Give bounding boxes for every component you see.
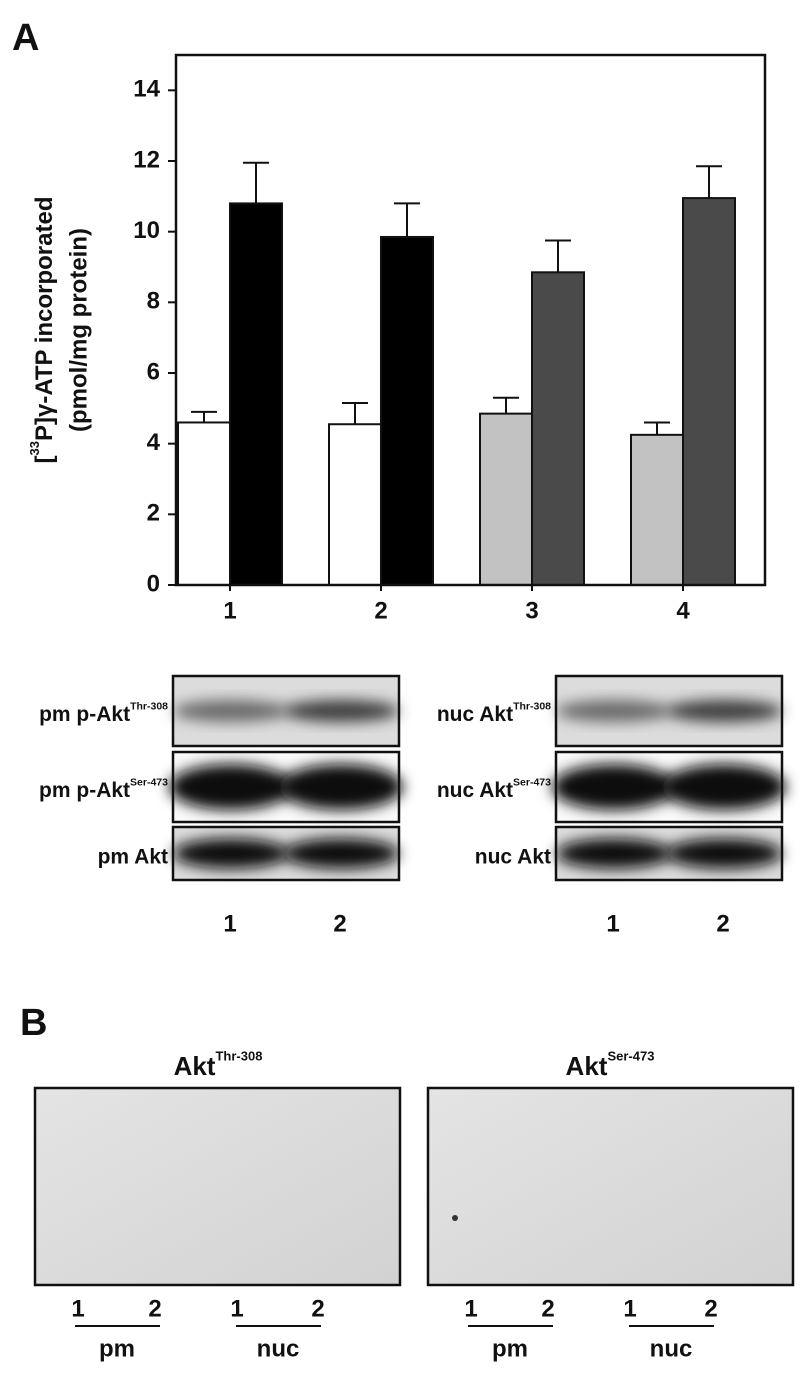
blot-frame xyxy=(554,825,784,882)
bar xyxy=(328,423,382,586)
blot-label-sup: Thr-308 xyxy=(130,700,168,712)
bar xyxy=(177,421,231,587)
blot-label: nuc AktSer-473 xyxy=(437,776,551,801)
blot-speck xyxy=(452,1215,458,1221)
blot-label-sup: Ser-473 xyxy=(513,776,551,788)
blot-band xyxy=(279,764,403,810)
y-tick-label: 8 xyxy=(147,288,160,315)
blot-label-part: pm p-Akt xyxy=(39,703,130,726)
y-tick-label: 6 xyxy=(147,358,160,385)
blot-band xyxy=(283,700,399,722)
blot-frame xyxy=(554,674,784,748)
y-axis-label-part: [ xyxy=(31,455,58,463)
blot-title-sup: Thr-308 xyxy=(215,1049,262,1064)
lane-label: 1 xyxy=(71,1295,84,1322)
blot-row xyxy=(171,825,401,882)
group-label: pm xyxy=(99,1335,135,1362)
lane-label: 1 xyxy=(230,1295,243,1322)
blot-label-sup: Ser-473 xyxy=(130,776,168,788)
bar xyxy=(630,433,684,587)
x-tick-label: 1 xyxy=(223,597,236,624)
blot-label: nuc AktThr-308 xyxy=(437,700,551,725)
blot-label-part: pm Akt xyxy=(98,845,168,868)
blot-title-part: Akt xyxy=(174,1051,216,1081)
blot-band xyxy=(556,838,672,869)
plot-frame xyxy=(174,53,767,587)
blot-band xyxy=(283,838,399,869)
panel-label: A xyxy=(12,17,39,59)
blot-band xyxy=(169,764,293,810)
blot-row xyxy=(554,825,784,882)
blot-band xyxy=(666,838,782,869)
x-tick-label: 3 xyxy=(525,597,538,624)
y-tick-label: 2 xyxy=(147,500,160,527)
y-axis-label-sup: 33 xyxy=(27,441,42,455)
blot-label-part: nuc Akt xyxy=(475,845,551,868)
lane-label: 2 xyxy=(148,1295,161,1322)
lane-label: 1 xyxy=(464,1295,477,1322)
blot-row xyxy=(171,674,401,748)
blot-label: pm Akt xyxy=(98,845,168,868)
blot-membrane xyxy=(33,1086,402,1287)
lane-label: 2 xyxy=(311,1295,324,1322)
blot-band xyxy=(556,700,672,722)
blot-title-sup: Ser-473 xyxy=(607,1049,654,1064)
y-axis-label-part: P]γ-ATP incorporated xyxy=(31,197,58,441)
blot-label-part: pm p-Akt xyxy=(39,779,130,802)
x-tick-label: 2 xyxy=(374,597,387,624)
bar xyxy=(682,197,736,586)
lane-label: 1 xyxy=(606,910,619,937)
bar xyxy=(479,412,533,586)
blot-label: pm p-AktThr-308 xyxy=(39,700,168,725)
y-tick-label: 12 xyxy=(133,146,160,173)
lane-label: 2 xyxy=(333,910,346,937)
lane-label: 2 xyxy=(541,1295,554,1322)
panel-label: B xyxy=(20,1002,47,1044)
blot-title: AktThr-308 xyxy=(174,1049,263,1081)
y-axis-label: (pmol/mg protein) xyxy=(65,228,92,432)
blot-label: nuc Akt xyxy=(475,845,551,868)
y-axis-label: [33P]γ-ATP incorporated xyxy=(27,197,58,464)
lane-label: 1 xyxy=(623,1295,636,1322)
blot-frame xyxy=(171,750,401,824)
blot-label: pm p-AktSer-473 xyxy=(39,776,168,801)
lane-label: 1 xyxy=(223,910,236,937)
blot-band xyxy=(662,764,786,810)
group-label: nuc xyxy=(257,1335,300,1362)
lane-label: 2 xyxy=(716,910,729,937)
bar xyxy=(229,202,283,586)
blot-row xyxy=(554,674,784,748)
blot-band xyxy=(173,700,289,722)
blot-label-sup: Thr-308 xyxy=(513,700,551,712)
blot-title-part: Akt xyxy=(566,1051,608,1081)
blot-label-part: nuc Akt xyxy=(437,703,513,726)
blot-row xyxy=(169,750,403,824)
blot-frame xyxy=(171,825,401,882)
blot-band xyxy=(173,838,289,869)
blot-membrane xyxy=(426,1086,795,1287)
y-tick-label: 0 xyxy=(147,570,160,597)
lane-label: 2 xyxy=(704,1295,717,1322)
blot-band xyxy=(666,700,782,722)
blot-label-part: nuc Akt xyxy=(437,779,513,802)
blot-title: AktSer-473 xyxy=(566,1049,655,1081)
blot-frame xyxy=(171,674,401,748)
y-tick-label: 14 xyxy=(133,76,160,103)
blot-row xyxy=(552,750,786,824)
bar xyxy=(380,235,434,586)
x-tick-label: 4 xyxy=(676,597,690,624)
bar xyxy=(531,271,585,586)
blot-band xyxy=(552,764,676,810)
y-tick-label: 10 xyxy=(133,217,160,244)
y-tick-label: 4 xyxy=(147,429,161,456)
group-label: nuc xyxy=(650,1335,693,1362)
group-label: pm xyxy=(492,1335,528,1362)
blot-frame xyxy=(554,750,784,824)
